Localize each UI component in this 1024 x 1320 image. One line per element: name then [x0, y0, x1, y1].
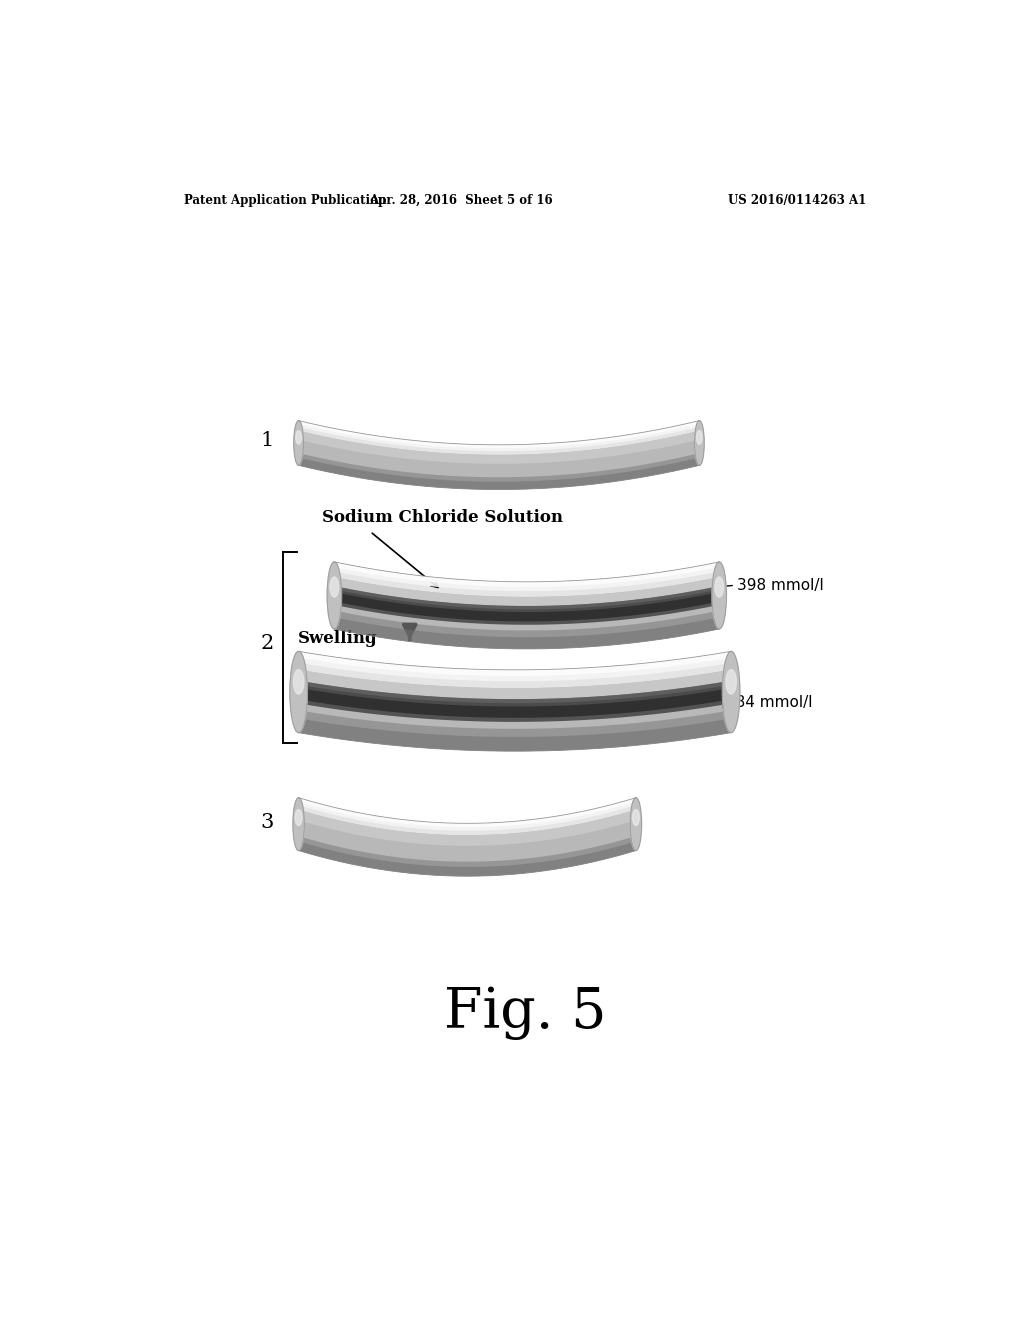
Polygon shape: [299, 797, 636, 828]
Polygon shape: [334, 562, 719, 587]
Polygon shape: [299, 430, 699, 463]
Polygon shape: [299, 421, 699, 451]
Polygon shape: [299, 841, 636, 876]
Ellipse shape: [633, 809, 639, 825]
Text: Apr. 28, 2016  Sheet 5 of 16: Apr. 28, 2016 Sheet 5 of 16: [370, 194, 553, 207]
Polygon shape: [334, 611, 719, 649]
Text: Fig. 5: Fig. 5: [443, 985, 606, 1040]
Ellipse shape: [712, 562, 726, 630]
Text: 1: 1: [260, 432, 273, 450]
Polygon shape: [334, 562, 719, 591]
Polygon shape: [299, 797, 636, 830]
Polygon shape: [299, 836, 636, 876]
Ellipse shape: [296, 430, 301, 444]
Polygon shape: [334, 590, 719, 622]
Polygon shape: [299, 809, 636, 846]
Text: 3: 3: [260, 813, 273, 832]
Polygon shape: [299, 651, 731, 751]
Polygon shape: [334, 562, 719, 597]
Text: Sodium Chloride Solution: Sodium Chloride Solution: [323, 510, 563, 527]
Ellipse shape: [290, 651, 307, 733]
Ellipse shape: [330, 577, 339, 597]
Text: Swelling: Swelling: [298, 630, 378, 647]
Polygon shape: [299, 651, 731, 688]
Polygon shape: [299, 421, 699, 449]
Text: 484 mmol/l: 484 mmol/l: [726, 694, 812, 710]
Ellipse shape: [715, 577, 724, 597]
Polygon shape: [334, 618, 719, 649]
Ellipse shape: [726, 669, 736, 694]
Polygon shape: [299, 710, 731, 751]
Polygon shape: [299, 458, 699, 490]
Ellipse shape: [294, 421, 303, 466]
Polygon shape: [334, 577, 719, 610]
Ellipse shape: [722, 651, 740, 733]
Polygon shape: [299, 651, 731, 681]
Ellipse shape: [327, 562, 342, 630]
Polygon shape: [299, 669, 731, 705]
Text: 2: 2: [260, 634, 273, 653]
Polygon shape: [334, 562, 719, 649]
Polygon shape: [299, 797, 636, 836]
Polygon shape: [299, 651, 731, 676]
Polygon shape: [299, 797, 636, 876]
Polygon shape: [299, 685, 731, 718]
Polygon shape: [299, 681, 731, 722]
Polygon shape: [334, 586, 719, 624]
Ellipse shape: [293, 797, 304, 850]
Text: US 2016/0114263 A1: US 2016/0114263 A1: [728, 194, 866, 207]
Polygon shape: [299, 421, 699, 490]
Text: 398 mmol/l: 398 mmol/l: [737, 578, 824, 593]
Ellipse shape: [694, 421, 705, 466]
Ellipse shape: [696, 430, 702, 444]
Ellipse shape: [294, 669, 304, 694]
Ellipse shape: [295, 809, 302, 825]
Text: Patent Application Publication: Patent Application Publication: [183, 194, 386, 207]
Polygon shape: [299, 681, 731, 706]
Ellipse shape: [630, 797, 642, 850]
Polygon shape: [299, 453, 699, 490]
Polygon shape: [299, 421, 699, 455]
Polygon shape: [299, 718, 731, 751]
Polygon shape: [334, 586, 719, 612]
